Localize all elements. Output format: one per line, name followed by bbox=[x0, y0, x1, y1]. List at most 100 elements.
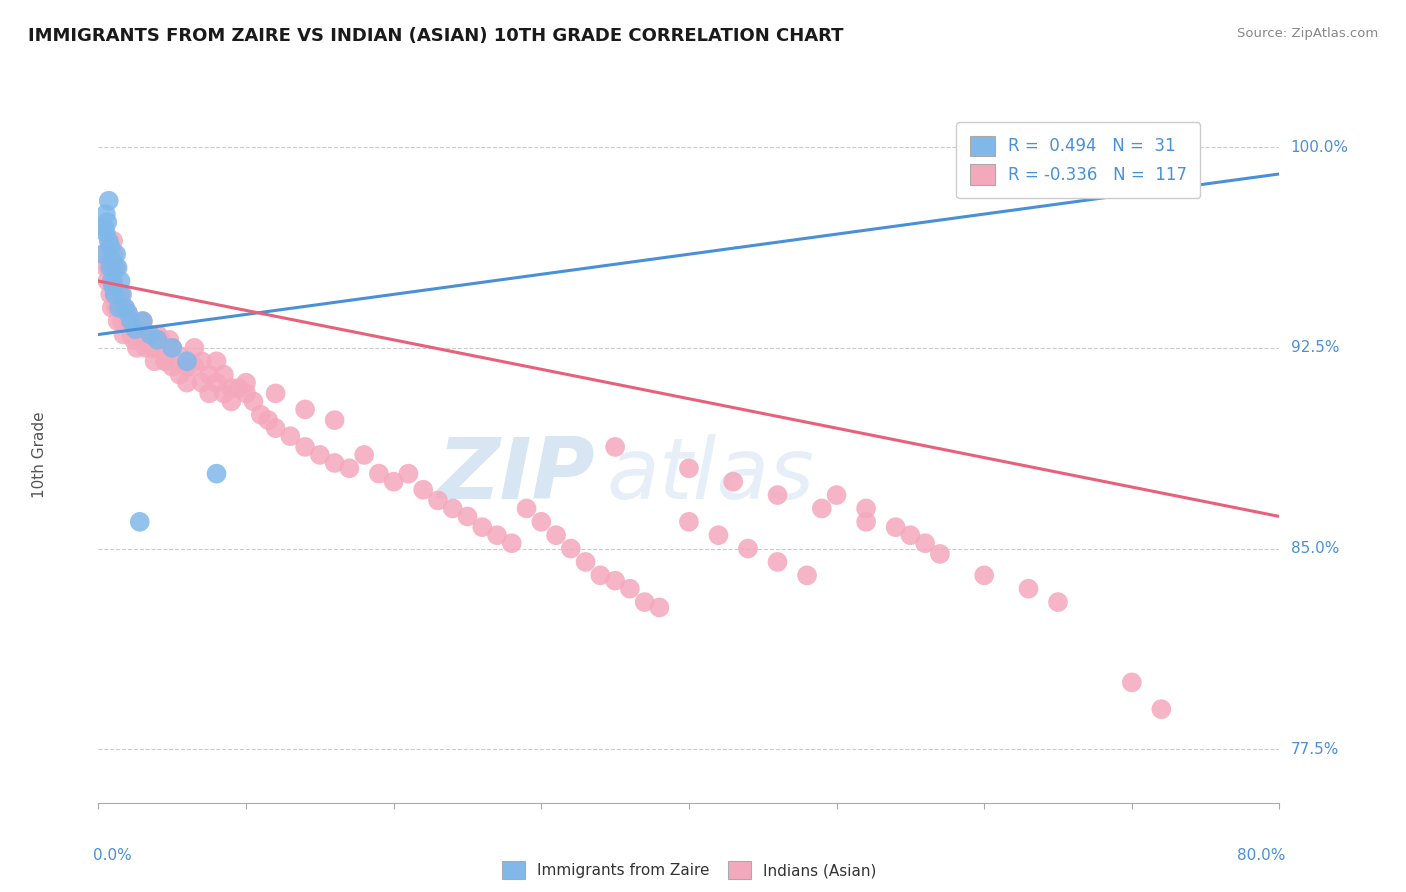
Point bbox=[110, 287, 132, 301]
Point bbox=[146, 327, 169, 342]
Point bbox=[100, 274, 122, 288]
Point bbox=[191, 376, 214, 390]
Point bbox=[205, 354, 228, 368]
Point bbox=[235, 376, 257, 390]
Point bbox=[132, 314, 155, 328]
Point bbox=[678, 461, 700, 475]
Point bbox=[91, 247, 114, 261]
Point bbox=[117, 306, 139, 320]
Point bbox=[143, 354, 166, 368]
Point bbox=[456, 509, 478, 524]
Point bbox=[125, 341, 148, 355]
Point bbox=[198, 386, 221, 401]
Point bbox=[103, 234, 125, 248]
Point bbox=[855, 515, 877, 529]
Text: Source: ZipAtlas.com: Source: ZipAtlas.com bbox=[1237, 27, 1378, 40]
Point bbox=[900, 528, 922, 542]
Point bbox=[257, 413, 280, 427]
Point bbox=[219, 381, 242, 395]
Text: IMMIGRANTS FROM ZAIRE VS INDIAN (ASIAN) 10TH GRADE CORRELATION CHART: IMMIGRANTS FROM ZAIRE VS INDIAN (ASIAN) … bbox=[28, 27, 844, 45]
Point bbox=[103, 247, 125, 261]
Point bbox=[205, 376, 228, 390]
Point bbox=[139, 327, 162, 342]
Point bbox=[219, 394, 242, 409]
Point bbox=[212, 368, 235, 382]
Point bbox=[810, 501, 832, 516]
Point bbox=[323, 413, 346, 427]
Point bbox=[111, 287, 134, 301]
Point bbox=[605, 440, 627, 454]
Point bbox=[648, 600, 671, 615]
Point bbox=[122, 333, 145, 347]
Text: 0.0%: 0.0% bbox=[93, 848, 131, 863]
Point bbox=[574, 555, 596, 569]
Point bbox=[96, 215, 118, 229]
Point bbox=[176, 354, 198, 368]
Point bbox=[1121, 153, 1143, 168]
Point bbox=[103, 260, 125, 275]
Point bbox=[157, 333, 180, 347]
Point bbox=[737, 541, 759, 556]
Point bbox=[114, 301, 136, 315]
Point bbox=[412, 483, 434, 497]
Text: 85.0%: 85.0% bbox=[1291, 541, 1339, 556]
Point bbox=[162, 341, 183, 355]
Point bbox=[103, 274, 125, 288]
Text: 92.5%: 92.5% bbox=[1291, 341, 1339, 355]
Point bbox=[103, 279, 125, 293]
Point bbox=[124, 327, 146, 342]
Point bbox=[97, 260, 120, 275]
Point bbox=[93, 220, 115, 235]
Point bbox=[117, 314, 139, 328]
Point bbox=[633, 595, 655, 609]
Point bbox=[97, 234, 120, 248]
Point bbox=[605, 574, 627, 588]
Point bbox=[198, 368, 221, 382]
Point bbox=[98, 260, 121, 275]
Point bbox=[766, 488, 789, 502]
Point bbox=[149, 333, 172, 347]
Point bbox=[294, 402, 316, 417]
Point bbox=[117, 306, 139, 320]
Point bbox=[183, 359, 205, 374]
Point bbox=[97, 194, 120, 208]
Point bbox=[176, 359, 198, 374]
Point bbox=[212, 386, 235, 401]
Point bbox=[721, 475, 744, 489]
Point bbox=[884, 520, 907, 534]
Text: 77.5%: 77.5% bbox=[1291, 742, 1339, 756]
Point bbox=[110, 301, 132, 315]
Point bbox=[1121, 675, 1143, 690]
Text: 80.0%: 80.0% bbox=[1237, 848, 1285, 863]
Point bbox=[100, 252, 122, 267]
Point bbox=[544, 528, 567, 542]
Point bbox=[112, 327, 135, 342]
Point bbox=[191, 354, 214, 368]
Point bbox=[96, 274, 118, 288]
Point bbox=[138, 333, 160, 347]
Point bbox=[141, 341, 163, 355]
Point bbox=[105, 301, 128, 315]
Point bbox=[353, 448, 375, 462]
Point bbox=[264, 386, 287, 401]
Point bbox=[382, 475, 405, 489]
Point bbox=[1017, 582, 1039, 596]
Point bbox=[619, 582, 641, 596]
Point bbox=[973, 568, 995, 582]
Point bbox=[796, 568, 818, 582]
Point bbox=[1150, 702, 1173, 716]
Text: atlas: atlas bbox=[606, 434, 814, 517]
Point bbox=[707, 528, 730, 542]
Point bbox=[108, 301, 131, 315]
Point bbox=[139, 333, 162, 347]
Point bbox=[235, 386, 257, 401]
Point bbox=[501, 536, 523, 550]
Point bbox=[825, 488, 848, 502]
Point bbox=[107, 260, 129, 275]
Point bbox=[105, 260, 128, 275]
Point bbox=[294, 440, 316, 454]
Point bbox=[205, 467, 228, 481]
Point bbox=[678, 515, 700, 529]
Point bbox=[100, 301, 122, 315]
Point bbox=[1046, 595, 1069, 609]
